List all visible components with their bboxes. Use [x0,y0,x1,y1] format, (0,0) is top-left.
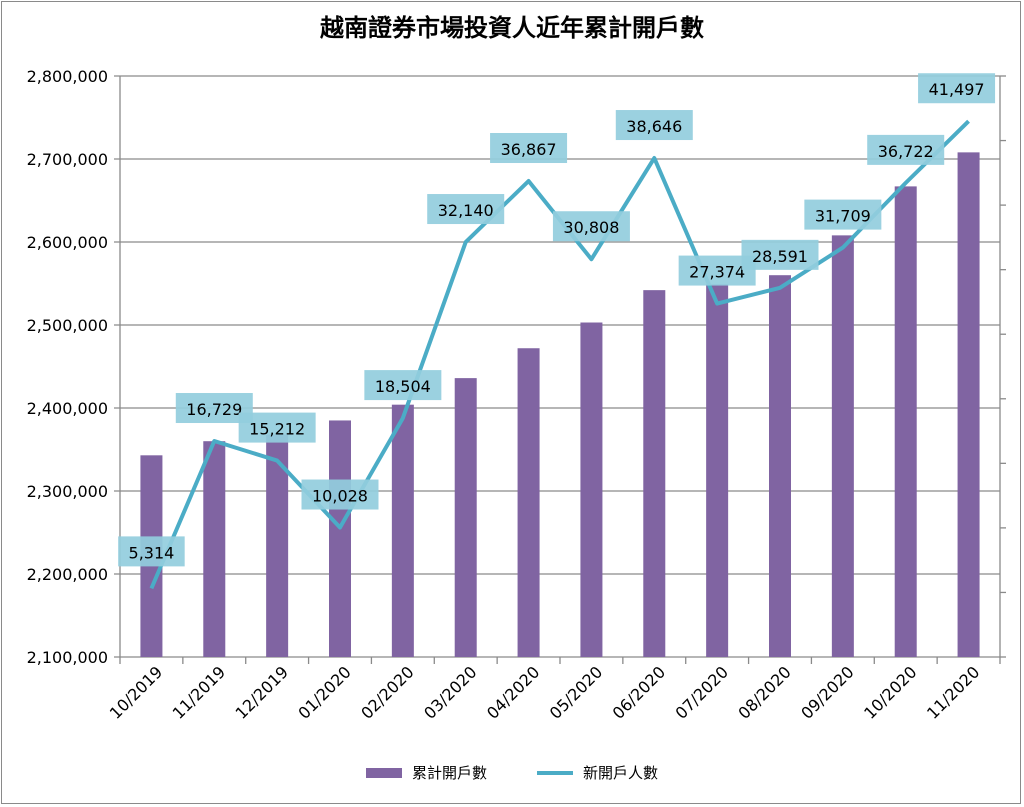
data-label: 30,808 [563,218,619,237]
x-tick-label: 07/2020 [672,662,732,722]
bar [643,290,666,657]
x-tick-label: 05/2020 [546,662,606,722]
data-label-box [804,199,882,230]
bar [203,441,226,657]
data-label-box [427,194,505,225]
legend: 累計開戶數 新開戶人數 [0,762,1024,783]
legend-label-cumulative: 累計開戶數 [411,764,487,782]
x-tick-label: 10/2020 [860,662,920,722]
y-tick-label: 2,600,000 [27,233,108,252]
bar [329,420,351,657]
data-label: 36,722 [878,142,934,161]
data-label-box [118,536,185,567]
x-tick-label: 11/2020 [923,662,983,722]
bar [580,322,603,657]
data-label-box [552,211,630,242]
chart-title: 越南證券市場投資人近年累計開戶數 [320,14,704,42]
x-tick-label: 11/2019 [169,662,229,722]
data-label-box [741,239,819,270]
x-tick-label: 04/2020 [483,662,543,722]
bar [391,404,414,657]
bar [831,235,854,658]
data-label-box [615,110,693,141]
y-tick-label: 2,500,000 [27,316,108,335]
bar [517,348,540,657]
data-label-box [364,370,442,401]
bar [454,378,477,657]
legend-item-new: 新開戶人數 [537,762,658,783]
data-label: 5,314 [129,543,175,562]
data-label: 38,646 [626,117,682,136]
data-label: 15,212 [249,420,305,439]
y-tick-label: 2,800,000 [27,67,108,86]
data-label-box [238,412,316,443]
data-label: 27,374 [689,263,745,282]
x-tick-label: 06/2020 [609,662,669,722]
data-label: 28,591 [752,247,808,266]
y-tick-label: 2,400,000 [27,399,108,418]
data-label: 41,497 [929,80,985,99]
y-tick-label: 2,200,000 [27,565,108,584]
x-tick-label: 01/2020 [294,662,354,722]
bar [957,152,980,658]
bar [894,186,917,657]
data-label: 31,709 [815,207,871,226]
x-tick-label: 12/2019 [232,662,292,722]
legend-swatch-bar [365,767,402,778]
data-label: 18,504 [375,377,431,396]
data-label: 10,028 [312,487,368,506]
x-tick-label: 09/2020 [797,662,857,722]
data-label: 36,867 [501,140,557,159]
bar [706,284,729,657]
data-label-box [490,133,568,164]
x-tick-label: 02/2020 [357,662,417,722]
x-tick-label: 10/2019 [106,662,166,722]
legend-label-new: 新開戶人數 [583,764,659,782]
data-label: 32,140 [438,201,494,220]
data-label-box [301,479,379,510]
x-tick-label: 08/2020 [734,662,794,722]
y-tick-label: 2,100,000 [27,648,108,667]
x-tick-label: 03/2020 [420,662,480,722]
y-tick-label: 2,300,000 [27,482,108,501]
bar [769,275,791,657]
bar [266,434,289,657]
legend-swatch-line [537,770,573,775]
legend-item-cumulative: 累計開戶數 [365,762,487,783]
data-label-box [867,134,945,165]
y-tick-label: 2,700,000 [27,150,108,169]
data-label-box [918,73,996,104]
data-label: 16,729 [186,400,242,419]
